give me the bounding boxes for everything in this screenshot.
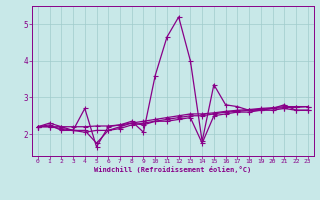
X-axis label: Windchill (Refroidissement éolien,°C): Windchill (Refroidissement éolien,°C)	[94, 166, 252, 173]
